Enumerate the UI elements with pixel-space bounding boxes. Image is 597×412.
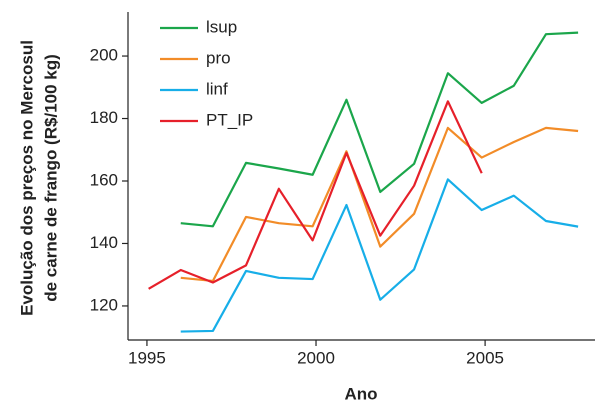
x-axis-title: Ano <box>344 384 377 403</box>
legend-label: PT_IP <box>206 110 253 129</box>
y-tick-label: 140 <box>90 233 118 252</box>
legend-label: linf <box>206 79 228 98</box>
y-tick-label: 160 <box>90 170 118 189</box>
series-line <box>180 178 579 333</box>
y-tick-label: 180 <box>90 108 118 127</box>
legend-label: lsup <box>206 17 237 36</box>
x-tick-label: 2005 <box>466 348 504 367</box>
x-tick-label: 1995 <box>128 348 166 367</box>
legend-label: pro <box>206 48 231 67</box>
y-axis-title-line: Evolução dos preços no Mercosul <box>17 40 36 316</box>
y-tick-label: 120 <box>90 295 118 314</box>
series-line <box>180 31 579 228</box>
x-tick-label: 2000 <box>297 348 335 367</box>
y-axis-title-line: de carne de frango (R$/100 kg) <box>41 54 60 302</box>
series-line <box>180 126 579 283</box>
y-tick-label: 200 <box>90 46 118 65</box>
series-line <box>148 100 483 290</box>
y-axis-title: Evolução dos preços no Mercosul de carne… <box>17 40 60 316</box>
